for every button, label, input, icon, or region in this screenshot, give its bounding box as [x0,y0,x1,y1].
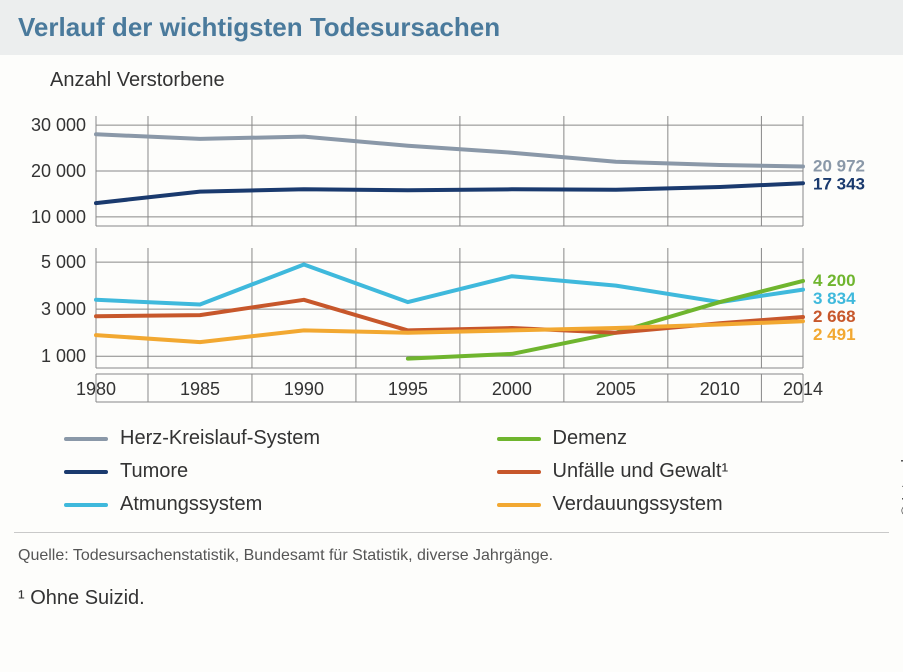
end-label-tumore: 17 343 [813,175,865,194]
svg-text:2000: 2000 [492,379,532,399]
legend-item-herz: Herz-Kreislauf-System [64,427,457,450]
chart-header: Verlauf der wichtigsten Todesursachen [0,0,903,55]
svg-text:2005: 2005 [596,379,636,399]
end-label-demenz: 4 200 [813,271,856,290]
legend-item-verdauung: Verdauungssystem [497,493,890,516]
legend-item-demenz: Demenz [497,427,890,450]
legend-swatch [497,470,541,474]
svg-text:10 000: 10 000 [31,207,86,227]
legend-swatch [64,470,108,474]
svg-text:2010: 2010 [700,379,740,399]
legend-label: Atmungssystem [120,493,262,516]
series-herz [96,134,803,166]
svg-text:30 000: 30 000 [31,115,86,135]
svg-text:1995: 1995 [388,379,428,399]
svg-text:2014: 2014 [783,379,823,399]
series-atmung [96,265,803,305]
legend-swatch [497,437,541,441]
footnote: ¹ Ohne Suizid. [0,573,903,610]
svg-text:20 000: 20 000 [31,161,86,181]
end-label-herz: 20 972 [813,157,865,176]
source-line: Quelle: Todesursachenstatistik, Bundesam… [0,533,903,573]
series-verdauung [96,321,803,342]
end-label-verdauung: 2 491 [813,325,856,344]
legend-item-unfall: Unfälle und Gewalt¹ [497,460,890,483]
legend-item-tumore: Tumore [64,460,457,483]
line-chart-svg: 10 000 20 000 30 000 1 000 3 000 5 000 1980 198… [14,104,889,409]
legend-label: Demenz [553,427,627,450]
svg-text:1980: 1980 [76,379,116,399]
legend-label: Herz-Kreislauf-System [120,427,320,450]
end-label-unfall: 2 668 [813,307,856,326]
chart-area: 10 000 20 000 30 000 1 000 3 000 5 000 1980 198… [14,104,889,409]
svg-text:1990: 1990 [284,379,324,399]
legend-item-atmung: Atmungssystem [64,493,457,516]
legend-label: Tumore [120,460,188,483]
legend-swatch [64,503,108,507]
legend-swatch [497,503,541,507]
legend: Herz-Kreislauf-System Demenz Tumore Unfälle… [14,409,889,533]
chart-title: Verlauf der wichtigsten Todesursachen [18,12,885,43]
end-label-atmung: 3 834 [813,289,856,308]
copyright: © Interpharma [899,420,903,516]
y-axis-title: Anzahl Verstorbene [0,55,903,96]
svg-text:5 000: 5 000 [41,252,86,272]
legend-swatch [64,437,108,441]
svg-text:3 000: 3 000 [41,299,86,319]
legend-label: Unfälle und Gewalt¹ [553,460,729,483]
svg-text:1 000: 1 000 [41,346,86,366]
series-tumore [96,183,803,203]
legend-label: Verdauungssystem [553,493,723,516]
svg-text:1985: 1985 [180,379,220,399]
